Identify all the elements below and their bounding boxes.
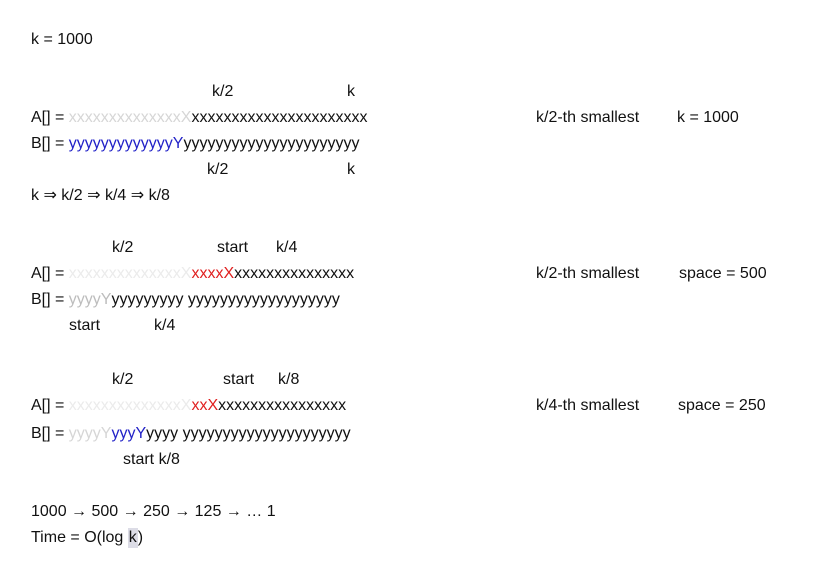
block2-label-b-k4: k/4 — [154, 317, 176, 334]
block3-note-smallest: k/4-th smallest — [536, 397, 640, 414]
block3-label-start: start — [223, 371, 255, 388]
block3-array-b: B[] = yyyyYyyyYyyyy yyyyyyyyyyyyyyyyyyyy… — [31, 424, 351, 444]
block3-note-space: space = 250 — [678, 397, 766, 414]
array-a-prefix: A[] = — [31, 265, 69, 282]
text-cursor-highlight: k — [127, 528, 138, 548]
array-a-remaining: xxxxxxxxxxxxxxxxxxxxxx — [191, 109, 368, 126]
array-a-highlight: xxX — [191, 397, 219, 414]
block2-array-b: B[] = yyyyYyyyyyyyyy yyyyyyyyyyyyyyyyyyy — [31, 290, 340, 310]
value-sequence: 1000 → 500 → 250 → 125 → … 1 — [31, 503, 276, 520]
block2-array-a: A[] = xxxxxxxxxxxxxxXxxxxXxxxxxxxxxxxxxx… — [31, 264, 354, 284]
block3-label-k8: k/8 — [278, 371, 300, 388]
array-a-remaining: xxxxxxxxxxxxxxx — [234, 265, 355, 282]
array-a-discarded: xxxxxxxxxxxxxxX — [68, 397, 192, 414]
array-b-discarded: yyyyY — [68, 291, 112, 308]
array-a-prefix: A[] = — [31, 397, 69, 414]
time-suffix: ) — [137, 529, 144, 546]
array-b-highlight: yyyY — [111, 425, 147, 442]
array-b-prefix: B[] = — [31, 291, 69, 308]
array-b-remaining: yyyyyyyyy yyyyyyyyyyyyyyyyyyy — [111, 291, 340, 308]
block1-label-bottom-k: k — [347, 161, 355, 178]
array-a-prefix: A[] = — [31, 109, 69, 126]
block1-label-bottom-k2: k/2 — [207, 161, 229, 178]
block1-array-a: A[] = xxxxxxxxxxxxxxXxxxxxxxxxxxxxxxxxxx… — [31, 108, 367, 128]
time-complexity: Time = O(log k) — [31, 528, 143, 548]
block3-label-k2: k/2 — [112, 371, 134, 388]
array-b-remaining: yyyy yyyyyyyyyyyyyyyyyyyyy — [146, 425, 351, 442]
block2-label-start: start — [217, 239, 249, 256]
array-b-discarded: yyyyY — [68, 425, 112, 442]
array-a-highlight: xxxxX — [191, 265, 235, 282]
block1-label-top-k2: k/2 — [212, 83, 234, 100]
array-b-prefix: B[] = — [31, 135, 69, 152]
array-a-remaining: xxxxxxxxxxxxxxxx — [218, 397, 347, 414]
block1-note-smallest: k/2-th smallest — [536, 109, 640, 126]
block1-label-top-k: k — [347, 83, 355, 100]
array-b-highlight: yyyyyyyyyyyyyY — [68, 135, 184, 152]
block2-label-k2: k/2 — [112, 239, 134, 256]
block2-note-smallest: k/2-th smallest — [536, 265, 640, 282]
block1-array-b: B[] = yyyyyyyyyyyyyYyyyyyyyyyyyyyyyyyyyy… — [31, 134, 359, 154]
array-b-prefix: B[] = — [31, 425, 69, 442]
block2-note-space: space = 500 — [679, 265, 767, 282]
block2-label-k4: k/4 — [276, 239, 298, 256]
block2-label-b-start: start — [69, 317, 101, 334]
k-value-line: k = 1000 — [31, 31, 93, 48]
block3-array-a: A[] = xxxxxxxxxxxxxxXxxXxxxxxxxxxxxxxxxx — [31, 396, 346, 416]
time-prefix: Time = O(log — [31, 529, 128, 546]
array-a-discarded: xxxxxxxxxxxxxxX — [68, 265, 192, 282]
array-a-discarded: xxxxxxxxxxxxxxX — [68, 109, 192, 126]
halving-sequence: k ⇒ k/2 ⇒ k/4 ⇒ k/8 — [31, 187, 170, 204]
array-b-remaining: yyyyyyyyyyyyyyyyyyyyyy — [183, 135, 360, 152]
block1-note-k: k = 1000 — [677, 109, 739, 126]
block3-label-b-start-k8: start k/8 — [123, 451, 180, 468]
